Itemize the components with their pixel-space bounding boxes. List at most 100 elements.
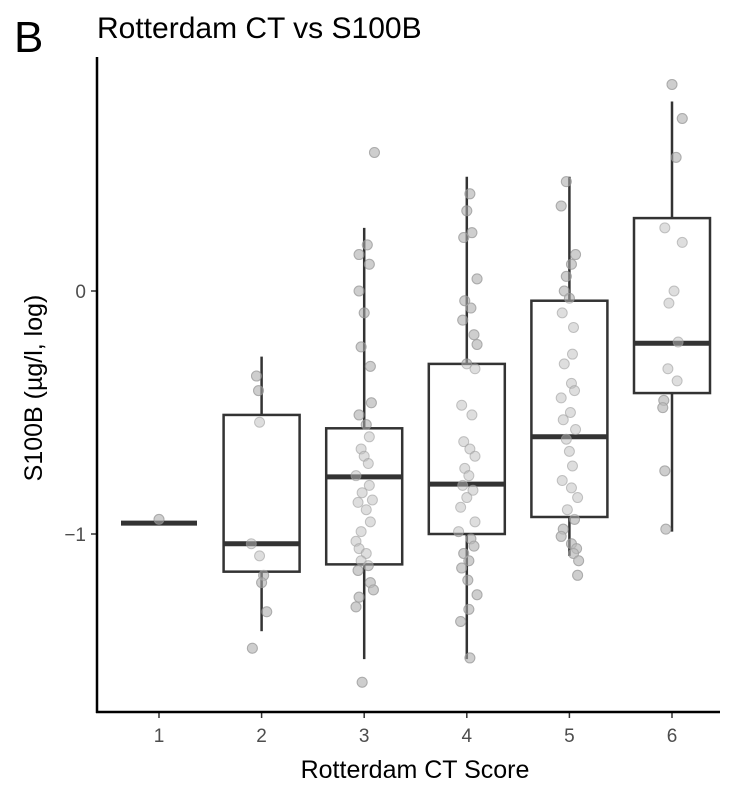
data-point-overlay (364, 360, 376, 372)
y-axis-ticks: 0 −1 (64, 282, 97, 546)
data-point-overlay (662, 363, 674, 375)
data-point-overlay (352, 564, 364, 576)
data-point-overlay (572, 569, 584, 581)
data-point-overlay (557, 414, 569, 426)
data-point-overlay (360, 504, 372, 516)
box-category-4 (427, 176, 507, 660)
data-point-overlay (461, 205, 473, 217)
data-point-overlay (660, 523, 672, 535)
data-point-overlay (565, 258, 577, 270)
data-point-overlay (657, 402, 669, 414)
data-point-overlay (566, 348, 578, 360)
data-point-overlay (363, 258, 375, 270)
data-point-overlay (676, 236, 688, 248)
data-point-overlay (366, 494, 378, 506)
data-point-overlay (569, 385, 581, 397)
data-point-overlay (558, 358, 570, 370)
data-point-overlay (560, 176, 572, 188)
data-point-overlay (668, 285, 680, 297)
data-point-overlay (355, 526, 367, 538)
data-point-overlay (365, 397, 377, 409)
chart-title: Rotterdam CT vs S100B (97, 12, 422, 45)
data-point-overlay (563, 445, 575, 457)
data-point-overlay (461, 492, 473, 504)
data-point-overlay (461, 358, 473, 370)
data-point-overlay (256, 577, 268, 589)
x-tick-label: 3 (359, 726, 370, 747)
data-point-overlay (469, 363, 481, 375)
x-axis-ticks: 1 2 3 4 5 6 (154, 712, 677, 747)
data-point-overlay (455, 615, 467, 627)
data-point-overlay (250, 370, 262, 382)
x-tick-label: 1 (154, 726, 165, 747)
data-point-overlay (560, 433, 572, 445)
data-point-overlay (570, 249, 582, 261)
data-point-overlay (352, 496, 364, 508)
data-point-overlay (465, 302, 477, 314)
data-point-overlay (353, 249, 365, 261)
data-point-overlay (555, 200, 567, 212)
data-point-overlay (469, 450, 481, 462)
data-point-overlay (456, 562, 468, 574)
data-point-overlay (568, 321, 580, 333)
data-point-overlay (456, 399, 468, 411)
data-point-overlay (458, 436, 470, 448)
data-point-overlay (254, 550, 266, 562)
data-point-overlay (362, 458, 374, 470)
data-point-overlay (466, 409, 478, 421)
data-point-overlay (457, 479, 469, 491)
box-layer (121, 101, 712, 660)
data-point-overlay (663, 297, 675, 309)
data-point-overlay (462, 574, 474, 586)
data-point-overlay (463, 470, 475, 482)
data-point-overlay (368, 146, 380, 158)
data-point-overlay (362, 560, 374, 572)
data-point-overlay (471, 273, 483, 285)
data-point-overlay (463, 555, 475, 567)
data-point-overlay (468, 329, 480, 341)
data-point-overlay (469, 516, 481, 528)
data-point-overlay (464, 652, 476, 664)
x-tick-label: 5 (564, 726, 575, 747)
data-point-overlay (459, 295, 471, 307)
data-point-overlay (569, 513, 581, 525)
data-point-overlay (464, 188, 476, 200)
y-tick-label: −1 (64, 525, 86, 546)
data-point-overlay (659, 465, 671, 477)
data-point-overlay (556, 307, 568, 319)
data-point-overlay (361, 239, 373, 251)
data-point-overlay (360, 419, 372, 431)
x-axis-title: Rotterdam CT Score (301, 756, 530, 784)
data-point-overlay (455, 501, 467, 513)
data-point-overlay (153, 513, 165, 525)
data-point-overlay (468, 540, 480, 552)
data-point-overlay (350, 601, 362, 613)
panel-label: B (14, 13, 43, 62)
data-point-overlay (353, 285, 365, 297)
data-point-overlay (670, 151, 682, 163)
data-point-overlay (560, 270, 572, 282)
box-category-2 (222, 356, 301, 632)
data-point-overlay (572, 492, 584, 504)
data-point-overlay (555, 392, 567, 404)
data-point-overlay (676, 112, 688, 124)
data-point-overlay (463, 603, 475, 615)
data-point-overlay (254, 416, 266, 428)
data-point-overlay (471, 338, 483, 350)
y-axis-title: S100B (µg/l, log) (20, 295, 48, 482)
x-tick-label: 2 (256, 726, 267, 747)
data-point-overlay (467, 484, 479, 496)
y-tick-label: 0 (75, 282, 86, 303)
data-point-overlay (350, 470, 362, 482)
data-point-overlay (356, 676, 368, 688)
data-point-overlay (556, 475, 568, 487)
data-point-overlay (356, 487, 368, 499)
data-point-overlay (555, 530, 567, 542)
data-point-overlay (672, 336, 684, 348)
data-point-overlay (671, 375, 683, 387)
data-point-overlay (565, 482, 577, 494)
data-point-overlay (666, 78, 678, 90)
data-point-overlay (453, 526, 465, 538)
x-tick-label: 4 (462, 726, 473, 747)
